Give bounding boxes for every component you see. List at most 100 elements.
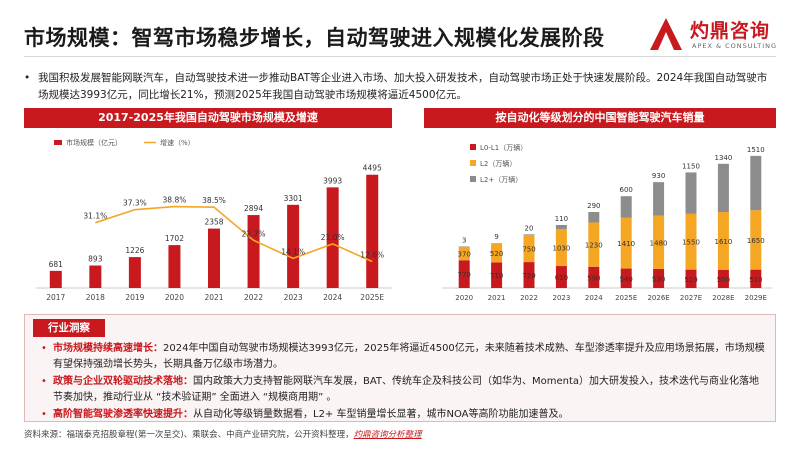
- growth-line: [95, 205, 373, 263]
- data-label-segment: 1480: [650, 239, 668, 247]
- source-brand-link[interactable]: 灼鼎咨询分析整理: [353, 430, 422, 440]
- data-label-line: 21.0%: [321, 233, 345, 242]
- data-label-segment: 1340: [714, 154, 732, 162]
- insight-text: 2024年中国自动驾驶市场规模达3993亿元，2025年将逼近4500亿元，未来…: [53, 343, 765, 370]
- bullet-icon: •: [41, 343, 47, 354]
- intro-paragraph: • 我国积极发展智能网联汽车，自动驾驶技术进一步推动BAT等企业进入市场、加大投…: [24, 70, 776, 104]
- insight-lead: 政策与企业双轮驱动技术落地：: [53, 376, 193, 387]
- brand-logo: 灼鼎咨询 APEX & CONSULTING: [646, 14, 776, 54]
- stacked-bar-segment: [750, 210, 762, 270]
- data-label-bar: 893: [88, 254, 103, 263]
- stacked-bar-segment: [653, 268, 665, 288]
- legend-swatch: [470, 160, 476, 166]
- stacked-bar-segment: [491, 262, 503, 288]
- insight-lead: 市场规模持续高速增长：: [53, 343, 163, 354]
- x-tick-label: 2023: [284, 293, 303, 302]
- stacked-bar-segment: [717, 212, 729, 270]
- data-label-line: 37.3%: [123, 199, 147, 208]
- data-label-segment: 770: [458, 271, 471, 279]
- stacked-bar-segment: [620, 196, 632, 218]
- legend-swatch-bar: [54, 140, 62, 145]
- market-size-chart: 市场规模（亿元） 增速（%） 681 2017 893 2018 1226 2019 1702 2…: [36, 138, 392, 302]
- data-label-line: 22.7%: [242, 229, 266, 238]
- x-tick-label: 2020: [165, 293, 184, 302]
- insight-item: • 市场规模持续高速增长：2024年中国自动驾驶市场规模达3993亿元，2025年…: [41, 341, 769, 373]
- legend-label-line: 增速（%）: [160, 138, 195, 147]
- title-divider: [24, 56, 776, 57]
- data-label-line: 12.6%: [360, 251, 384, 260]
- data-label-segment: 530: [652, 275, 665, 283]
- data-label-segment: 510: [749, 276, 762, 284]
- bar-market-size: [89, 265, 102, 288]
- data-label-segment: 510: [684, 276, 697, 284]
- data-label-segment: 9: [494, 233, 498, 241]
- data-label-segment: 110: [555, 215, 568, 223]
- data-label-segment: 3: [462, 236, 466, 244]
- insight-item: • 政策与企业双轮驱动技术落地：国内政策大力支持智能网联汽车发展，BAT、传统车企…: [41, 374, 769, 406]
- data-label-bar: 681: [49, 260, 64, 269]
- insight-list: • 市场规模持续高速增长：2024年中国自动驾驶市场规模达3993亿元，2025年…: [41, 341, 769, 424]
- data-label-segment: 1510: [747, 146, 765, 154]
- bullet-icon: •: [24, 72, 31, 84]
- x-tick-label: 2025E: [360, 293, 384, 302]
- insight-item: • 高阶智能驾驶渗透率快速提升：从自动化等级销量数据看，L2+ 车型销量增长显著，…: [41, 407, 769, 423]
- data-label-segment: 500: [717, 276, 730, 284]
- data-label-segment: 750: [522, 246, 535, 254]
- stacked-bar-segment: [685, 172, 697, 214]
- stacked-bar-segment: [685, 213, 697, 270]
- stacked-bar-segment: [685, 269, 697, 288]
- x-tick-label: 2022: [244, 293, 263, 302]
- stacked-bar-segment: [588, 212, 600, 223]
- data-label-segment: 1150: [682, 162, 700, 170]
- stacked-bar-segment: [555, 266, 567, 288]
- data-label-segment: 1230: [585, 242, 603, 250]
- x-tick-label: 2018: [86, 293, 105, 302]
- x-tick-label: 2021: [488, 294, 506, 302]
- x-tick-label: 2017: [46, 293, 65, 302]
- stacked-bar-segment: [653, 182, 665, 216]
- x-tick-label: 2028E: [712, 294, 734, 302]
- x-tick-label: 2025E: [615, 294, 637, 302]
- stacked-bar-segment: [523, 262, 535, 288]
- stacked-bar-segment: [491, 243, 503, 263]
- data-label-segment: 1650: [747, 237, 765, 245]
- insight-text: 国内政策大力支持智能网联汽车发展，BAT、传统车企及科技公司（如华为、Momen…: [53, 376, 760, 403]
- data-label-bar: 3301: [284, 194, 303, 203]
- stacked-bar-segment: [620, 268, 632, 288]
- legend-swatch: [470, 176, 476, 182]
- data-label-segment: 1410: [617, 240, 635, 248]
- x-tick-label: 2019: [125, 293, 144, 302]
- stacked-bar-segment: [717, 270, 729, 288]
- insight-box: 行业洞察 • 市场规模持续高速增长：2024年中国自动驾驶市场规模达3993亿元，…: [24, 314, 776, 422]
- data-label-segment: 20: [525, 224, 534, 232]
- bullet-icon: •: [41, 376, 47, 387]
- legend-swatch: [470, 144, 476, 150]
- data-label-segment: 600: [620, 186, 633, 194]
- logo-text: 灼鼎咨询: [690, 20, 771, 42]
- bar-market-size: [247, 215, 260, 288]
- x-tick-label: 2020: [455, 294, 473, 302]
- data-label-segment: 610: [555, 274, 568, 282]
- data-label-segment: 520: [490, 250, 503, 258]
- logo-mark-icon: [650, 18, 682, 50]
- data-label-segment: 1610: [714, 238, 732, 246]
- stacked-bar-segment: [458, 260, 470, 288]
- insight-text: 从自动化等级销量数据看，L2+ 车型销量增长显著，城市NOA等高阶功能加速普及。: [193, 409, 569, 420]
- bar-market-size: [366, 174, 379, 288]
- page-title: 市场规模：智驾市场稳步增长，自动驾驶进入规模化发展阶段: [24, 26, 605, 50]
- bar-market-size: [326, 187, 339, 288]
- x-tick-label: 2022: [520, 294, 538, 302]
- stacked-bar-segment: [458, 246, 470, 247]
- bullet-icon: •: [41, 409, 47, 420]
- data-label-line: 14.1%: [281, 247, 305, 256]
- data-label-segment: 720: [522, 272, 535, 280]
- left-chart-title: 2017-2025年我国自动驾驶市场规模及增速: [24, 108, 392, 128]
- x-tick-label: 2024: [585, 294, 603, 302]
- insight-tab: 行业洞察: [33, 319, 105, 337]
- sales-by-level-chart: L0-L1（万辆） L2（万辆） L2+（万辆） 770 370 3 2020 710 520 9…: [442, 143, 772, 302]
- data-label-segment: 1550: [682, 239, 700, 247]
- stacked-bar-segment: [717, 163, 729, 213]
- data-label-bar: 2358: [204, 218, 223, 227]
- source-note: 资料来源：福瑞泰克招股章程(第一次呈交)、乘联会、中商产业研究院，公开资料整理，…: [24, 428, 422, 440]
- data-label-segment: 930: [652, 172, 665, 180]
